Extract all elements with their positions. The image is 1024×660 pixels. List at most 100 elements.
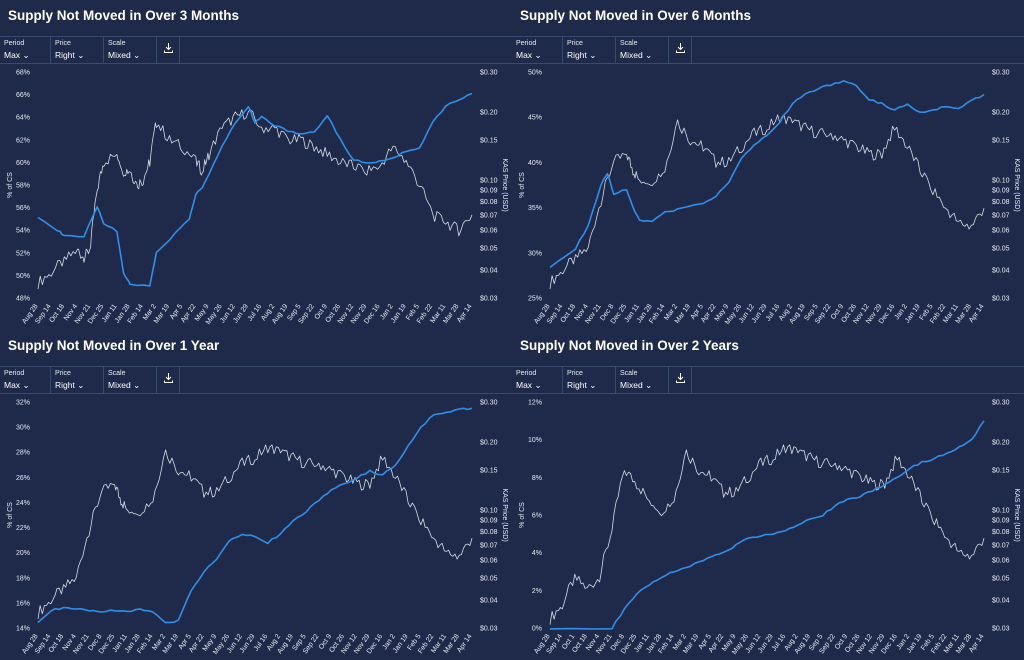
y2-tick-label: $0.10 (480, 507, 498, 514)
y-axis-label: % of CS (519, 172, 526, 198)
y-tick-label: 0% (532, 626, 542, 633)
chevron-down-icon: ⌄ (77, 50, 85, 60)
y2-tick-label: $0.30 (480, 400, 498, 407)
y-tick-label: 52% (16, 250, 30, 257)
y-tick-label: 58% (16, 183, 30, 190)
y2-tick-label: $0.08 (992, 529, 1010, 536)
chart-title: Supply Not Moved in Over 6 Months (520, 8, 752, 23)
download-button[interactable] (669, 37, 692, 63)
y2-tick-label: $0.06 (992, 557, 1010, 564)
y2-tick-label: $0.06 (992, 227, 1010, 234)
supply-series-line (37, 92, 473, 287)
y2-tick-label: $0.05 (992, 245, 1010, 252)
price-value: Right (55, 50, 75, 60)
scale-value: Mixed (108, 380, 131, 390)
chart-toolbar: Period Max ⌄ Price Right ⌄ Scale Mixed ⌄ (512, 366, 1024, 394)
y-tick-label: 20% (16, 550, 30, 557)
download-icon (676, 43, 685, 53)
y-tick-label: 12% (528, 400, 542, 407)
chart-title: Supply Not Moved in Over 2 Years (520, 338, 739, 353)
download-button[interactable] (157, 367, 180, 393)
y2-tick-label: $0.15 (480, 138, 498, 145)
y-tick-label: 60% (16, 160, 30, 167)
supply-series-line (549, 80, 985, 268)
y2-tick-label: $0.04 (992, 597, 1010, 604)
supply-series-line (549, 420, 985, 630)
y-tick-label: 8% (532, 475, 542, 482)
chart-panel-1-year: Supply Not Moved in Over 1 Year Period M… (0, 330, 512, 660)
download-button[interactable] (669, 367, 692, 393)
price-dropdown[interactable]: Price Right ⌄ (51, 37, 104, 63)
scale-dropdown[interactable]: Scale Mixed ⌄ (104, 367, 157, 393)
y-tick-label: 54% (16, 228, 30, 235)
y2-tick-label: $0.03 (480, 626, 498, 633)
y2-tick-label: $0.10 (480, 177, 498, 184)
chevron-down-icon: ⌄ (534, 380, 542, 390)
period-dropdown[interactable]: Period Max ⌄ (0, 367, 51, 393)
period-label: Period (4, 370, 25, 377)
y2-tick-label: $0.15 (480, 468, 498, 475)
price-series-line (549, 444, 985, 625)
price-label: Price (55, 370, 71, 377)
chevron-down-icon: ⌄ (22, 380, 30, 390)
download-icon (164, 43, 173, 53)
scale-dropdown[interactable]: Scale Mixed ⌄ (616, 37, 669, 63)
period-dropdown[interactable]: Period Max ⌄ (0, 37, 51, 63)
y2-tick-label: $0.03 (480, 296, 498, 303)
y2-tick-label: $0.05 (480, 575, 498, 582)
y2-tick-label: $0.03 (992, 626, 1010, 633)
y2-tick-label: $0.06 (480, 227, 498, 234)
y-tick-label: 48% (16, 296, 30, 303)
chart-plot: 14% 16% 18% 20% 22% 24% 26% 28% 30% 32% $0.03 $0.04… (7, 400, 508, 656)
y-tick-label: 4% (532, 550, 542, 557)
y-tick-label: 40% (528, 160, 542, 167)
y2-tick-label: $0.30 (992, 400, 1010, 407)
scale-label: Scale (620, 40, 638, 47)
scale-dropdown[interactable]: Scale Mixed ⌄ (104, 37, 157, 63)
y2-tick-label: $0.04 (480, 597, 498, 604)
y-tick-label: 68% (16, 70, 30, 77)
y-tick-label: 50% (16, 273, 30, 280)
download-icon (164, 373, 173, 383)
price-dropdown[interactable]: Price Right ⌄ (563, 37, 616, 63)
y2-tick-label: $0.15 (992, 138, 1010, 145)
period-dropdown[interactable]: Period Max ⌄ (512, 367, 563, 393)
y2-tick-label: $0.07 (480, 212, 498, 219)
chart-panel-2-years: Supply Not Moved in Over 2 Years Period … (512, 330, 1024, 660)
chart-toolbar: Period Max ⌄ Price Right ⌄ Scale Mixed ⌄ (0, 36, 512, 64)
period-label: Period (516, 370, 537, 377)
price-label: Price (567, 370, 583, 377)
scale-label: Scale (620, 370, 638, 377)
period-value: Max (516, 50, 533, 60)
y-tick-label: 18% (16, 575, 30, 582)
scale-dropdown[interactable]: Scale Mixed ⌄ (616, 367, 669, 393)
y-axis-label: % of CS (519, 502, 526, 528)
y2-tick-label: $0.08 (480, 199, 498, 206)
period-label: Period (516, 40, 537, 47)
y2-tick-label: $0.07 (480, 542, 498, 549)
chart-plot: 25% 30% 35% 40% 45% 50% $0.03 $0.04 $0.05 $0.06 $0… (519, 70, 1020, 326)
y2-tick-label: $0.07 (992, 542, 1010, 549)
y-tick-label: 22% (16, 525, 30, 532)
y2-tick-label: $0.09 (480, 188, 498, 195)
y-tick-label: 56% (16, 205, 30, 212)
period-value: Max (516, 380, 533, 390)
price-dropdown[interactable]: Price Right ⌄ (563, 367, 616, 393)
y-tick-label: 28% (16, 450, 30, 457)
price-dropdown[interactable]: Price Right ⌄ (51, 367, 104, 393)
price-label: Price (567, 40, 583, 47)
chart-title: Supply Not Moved in Over 1 Year (8, 338, 220, 353)
y-tick-label: 35% (528, 205, 542, 212)
chart-plot: 0% 2% 4% 6% 8% 10% 12% $0.03 $0.04 $0.05 $0.06 $0.0… (519, 400, 1020, 656)
y-tick-label: 30% (16, 425, 30, 432)
y2-tick-label: $0.09 (480, 518, 498, 525)
y-tick-label: 32% (16, 400, 30, 407)
y-tick-label: 16% (16, 600, 30, 607)
period-dropdown[interactable]: Period Max ⌄ (512, 37, 563, 63)
chart-toolbar: Period Max ⌄ Price Right ⌄ Scale Mixed ⌄ (0, 366, 512, 394)
price-value: Right (567, 50, 587, 60)
price-series-line (37, 444, 473, 619)
scale-label: Scale (108, 40, 126, 47)
download-button[interactable] (157, 37, 180, 63)
y2-axis-label: KAS Price (USD) (1013, 158, 1020, 211)
